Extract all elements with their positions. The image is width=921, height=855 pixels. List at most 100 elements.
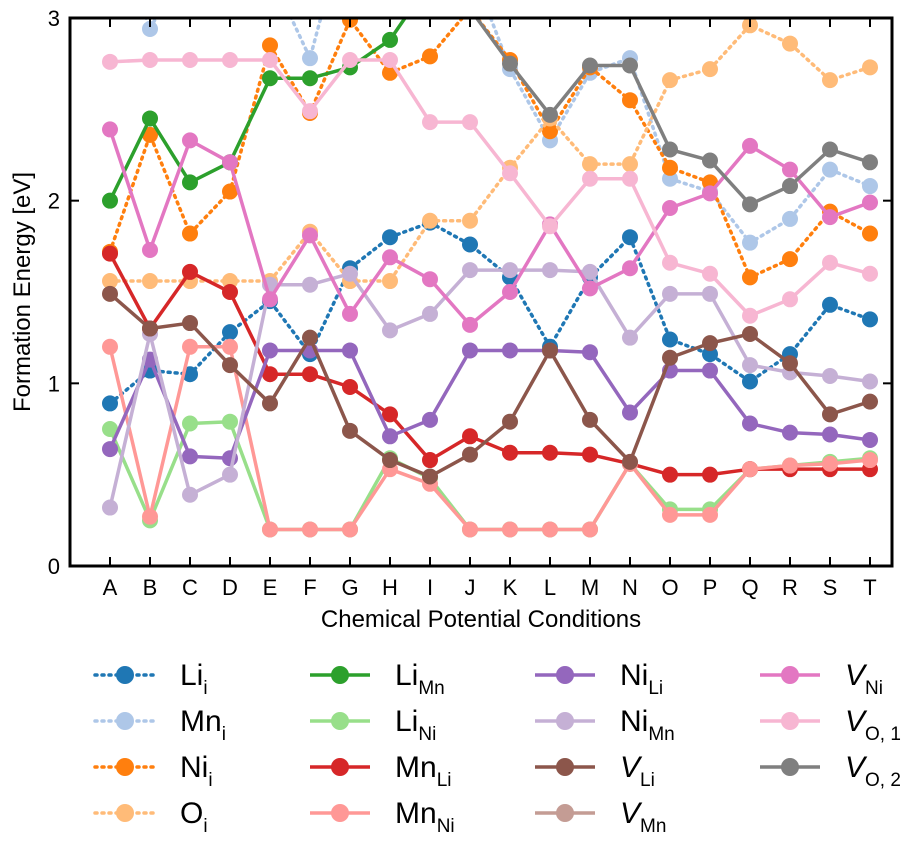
data-point [262,52,278,69]
legend-marker [556,666,574,684]
data-point [182,132,198,149]
legend-marker [781,758,799,776]
series-line [108,268,871,508]
data-point [742,234,758,251]
data-point [142,110,158,127]
series-ni-li [102,342,878,467]
data-point [262,521,278,538]
data-point [822,455,838,472]
legend-item: LiNi [310,705,436,745]
data-point [742,307,758,324]
legend-label: MnLi [395,751,451,791]
data-point [862,311,878,328]
data-point [662,72,678,89]
series-v-li [102,285,878,485]
legend-label: MnNi [395,797,455,837]
data-point [542,342,558,359]
data-point [742,357,758,374]
plot-frame [68,16,894,568]
data-point [302,366,318,383]
legend-item: VO, 1 [760,705,901,745]
data-point [502,165,518,182]
data-point [422,212,438,229]
data-point [422,305,438,322]
legend-marker [781,666,799,684]
data-point [102,421,118,437]
y-tick-label: 0 [48,554,60,579]
data-point [862,178,878,195]
data-point [222,357,238,374]
data-point [182,486,198,503]
legend-label: Lii [180,659,208,699]
data-point [382,322,398,339]
data-point [542,106,558,123]
series-li-ni [102,413,878,538]
x-tick-label: T [863,575,876,600]
data-point [222,466,238,483]
data-point [342,521,358,538]
data-point [222,183,238,200]
data-point [102,53,118,70]
series-line [108,18,408,202]
data-point [262,70,278,87]
data-point [742,461,758,478]
x-tick-label: L [544,575,556,600]
data-point [502,413,518,430]
data-point [182,174,198,191]
data-point [422,411,438,428]
data-point [462,316,478,333]
x-tick-label: O [661,575,678,600]
data-point [542,521,558,538]
data-point [822,141,838,158]
data-point [342,305,358,322]
data-point [742,137,758,154]
legend-marker [556,712,574,730]
data-point [822,296,838,313]
legend-label: VLi [620,751,655,791]
legend-marker [331,666,349,684]
data-point [222,284,238,300]
data-point [782,355,798,372]
x-tick-label: P [703,575,718,600]
data-point [142,273,158,290]
data-point [302,70,318,87]
series-line [108,18,872,280]
x-tick-label: J [465,575,476,600]
data-point [702,466,718,483]
data-point [302,329,318,346]
data-point [262,342,278,359]
data-point [542,123,558,140]
data-point [622,156,638,173]
data-point [862,194,878,211]
data-point [102,441,118,458]
data-point [222,324,238,341]
data-point [102,273,118,290]
data-point [702,265,718,282]
data-point [822,426,838,443]
data-point [102,499,118,516]
data-point [622,57,638,74]
data-point [822,254,838,271]
legend-item: Lii [93,659,208,699]
legend-item: NiLi [535,659,663,699]
data-point [662,349,678,366]
data-point [422,48,438,65]
data-point [342,378,358,395]
data-point [822,406,838,423]
x-tick-label: B [143,575,158,600]
data-point [182,263,198,280]
data-point [662,466,678,483]
data-point [382,52,398,69]
x-tick-label: S [823,575,838,600]
legend-label: LiNi [395,705,436,745]
series-line [108,345,871,532]
data-point [422,114,438,131]
data-point [462,114,478,131]
data-point [862,225,878,242]
data-point [862,373,878,390]
data-point [622,170,638,187]
data-point [142,20,158,37]
data-point [462,236,478,253]
data-point [182,415,198,432]
y-tick-label: 1 [48,371,60,396]
